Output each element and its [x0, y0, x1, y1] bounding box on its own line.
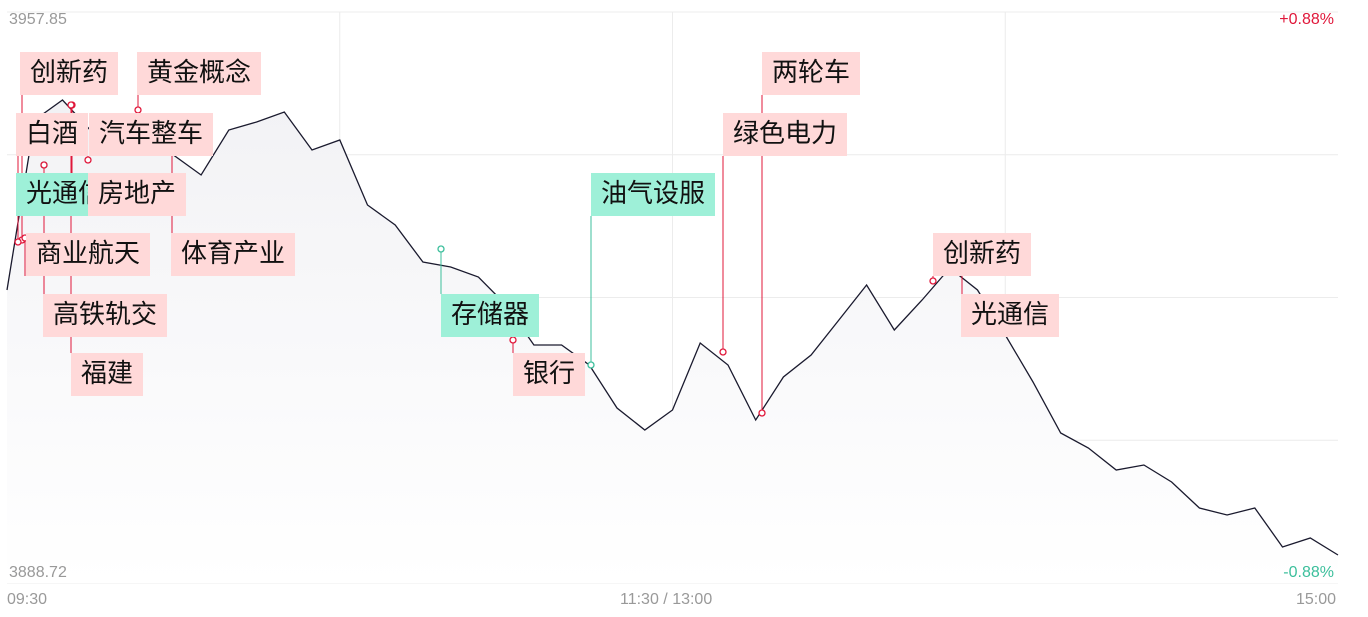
annotation-label: 汽车整车 — [89, 113, 214, 156]
annotation-label: 存储器 — [441, 294, 540, 337]
annotation-label: 光通信 — [961, 294, 1060, 337]
annotation-label: 黄金概念 — [137, 52, 262, 95]
price-area — [7, 100, 1338, 583]
annotation-marker — [14, 238, 22, 246]
price-line — [6, 99, 1339, 556]
annotation-label: 创新药 — [933, 233, 1032, 276]
annotation-label: 房地产 — [88, 173, 187, 216]
annotation-label: 创新药 — [20, 52, 119, 95]
y-min-label: 3888.72 — [9, 564, 67, 581]
annotation-marker — [509, 336, 517, 344]
annotation-marker — [719, 348, 727, 356]
y-max-label: 3957.85 — [9, 11, 67, 28]
annotation-label: 油气设服 — [591, 173, 716, 216]
pct-max-label: +0.88% — [1279, 11, 1334, 28]
annotation-marker — [758, 409, 766, 417]
x-tick-label: 15:00 — [1295, 591, 1336, 608]
annotation-label: 银行 — [513, 353, 586, 396]
annotation-marker — [40, 161, 48, 169]
pct-min-label: -0.88% — [1283, 564, 1334, 581]
annotation-label: 高铁轨交 — [43, 294, 168, 337]
annotation-label: 福建 — [71, 353, 144, 396]
x-tick-label: 09:30 — [7, 591, 48, 608]
x-tick-label: 11:30 / 13:00 — [620, 591, 713, 608]
annotation-label: 两轮车 — [762, 52, 861, 95]
annotation-marker — [587, 361, 595, 369]
annotation-marker — [67, 101, 75, 109]
annotation-label: 体育产业 — [171, 233, 296, 276]
annotation-marker — [929, 277, 937, 285]
annotation-label: 商业航天 — [26, 233, 151, 276]
annotation-label: 白酒 — [16, 113, 89, 156]
annotation-marker — [84, 156, 92, 164]
annotation-marker — [437, 245, 445, 253]
annotation-label: 绿色电力 — [723, 113, 848, 156]
